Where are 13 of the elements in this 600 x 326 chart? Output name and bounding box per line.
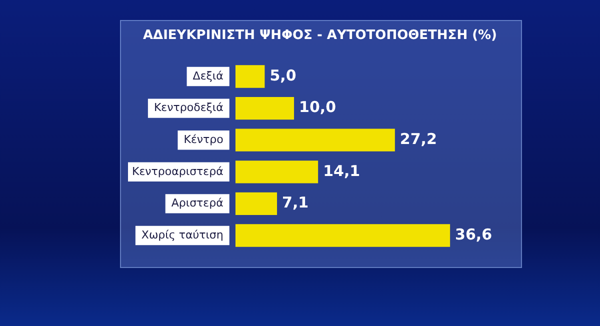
data-label: 27,2: [400, 130, 437, 148]
y-tick-label: Αριστερά: [171, 196, 224, 210]
data-label: 7,1: [282, 194, 309, 212]
y-tick-label: Κεντροδεξιά: [154, 101, 224, 114]
y-tick-label: Χωρίς ταύτιση: [141, 228, 224, 242]
data-label: 36,6: [455, 225, 492, 244]
data-label: 14,1: [323, 162, 360, 180]
y-tick-label: Κέντρο: [184, 132, 224, 146]
data-label: 10,0: [299, 98, 336, 116]
chart-title: ΑΔΙΕΥΚΡΙΝΙΣΤΗ ΨΗΦΟΣ - ΑΥΤΟΤΟΠΟΘΕΤΗΣΗ (%): [142, 28, 498, 43]
data-label: 5,0: [270, 66, 296, 84]
y-tick-label: Κεντροαριστερά: [132, 164, 224, 178]
y-tick-label: Δεξιά: [192, 69, 224, 82]
